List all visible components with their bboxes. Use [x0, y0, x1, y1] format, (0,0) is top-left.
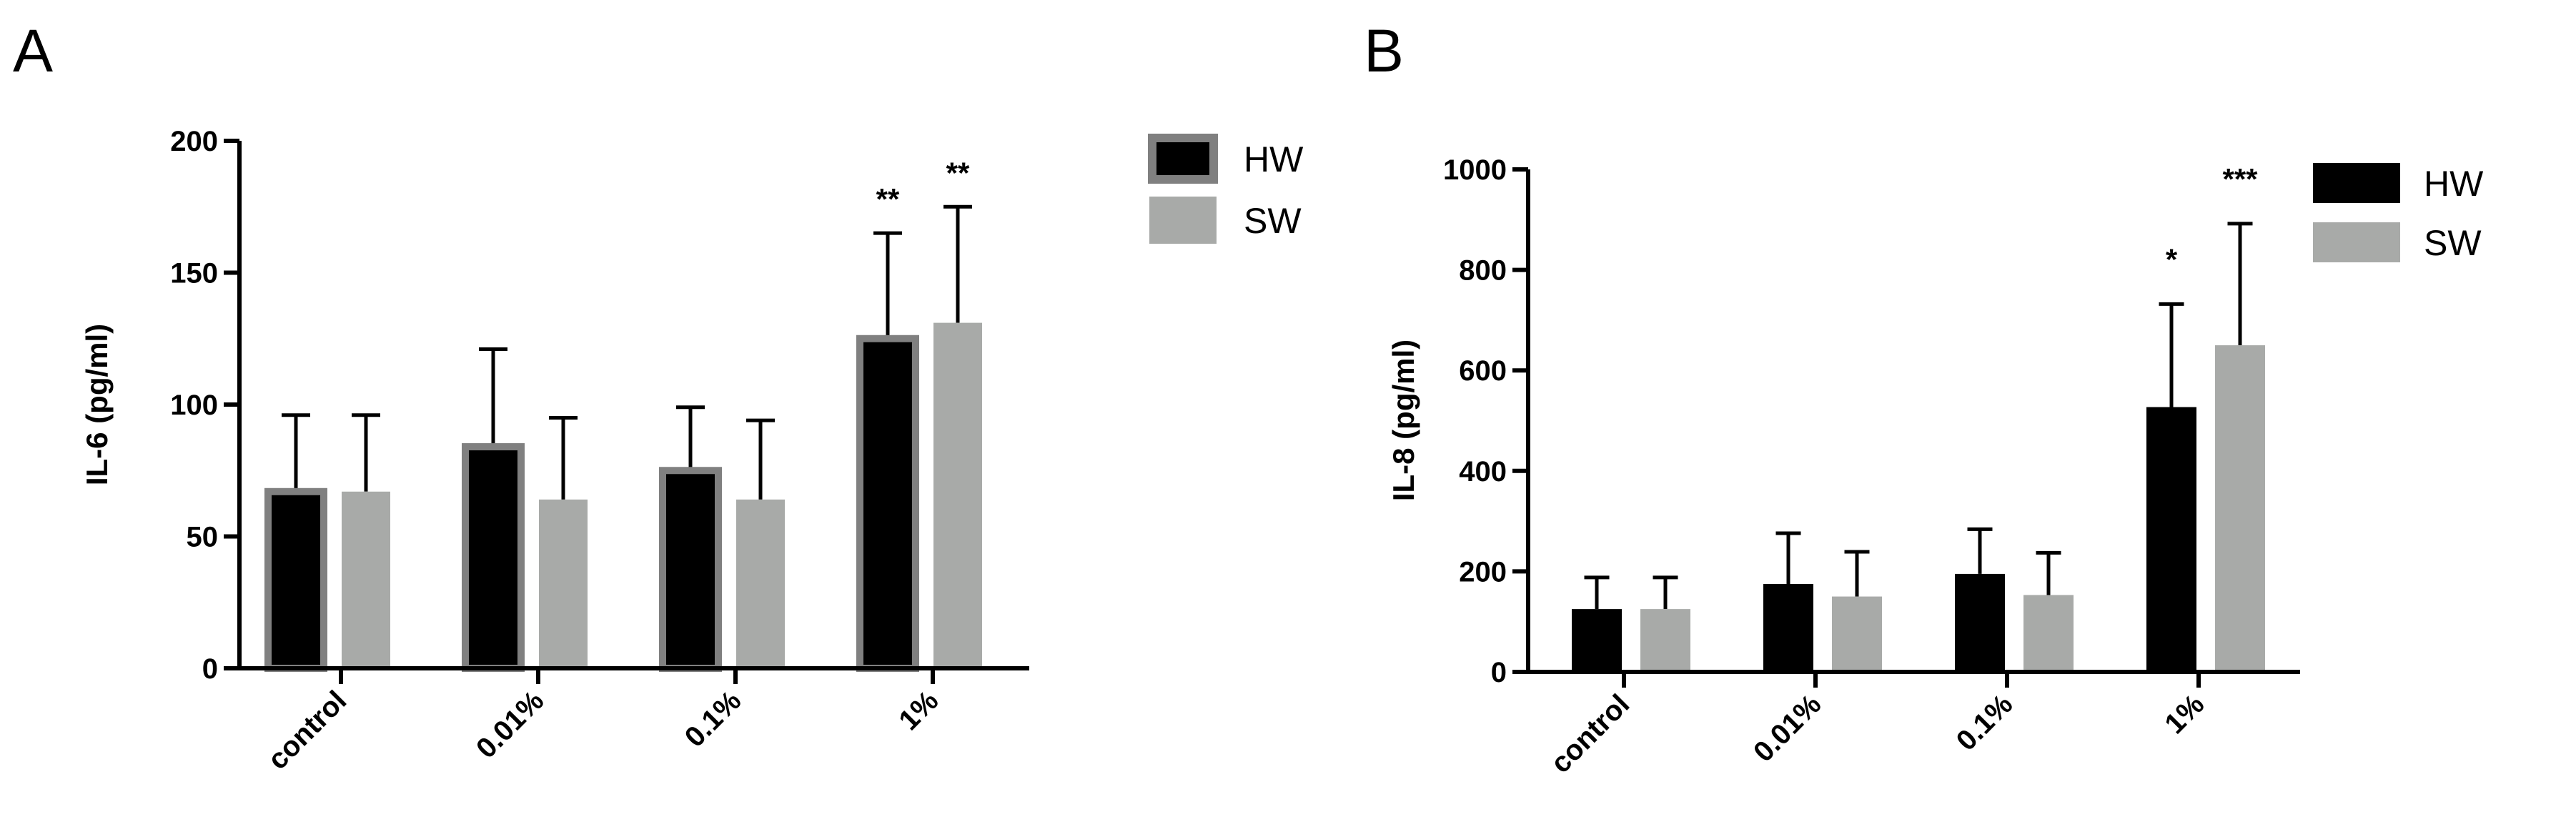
- bar-sw: [1832, 596, 1882, 672]
- legend-swatch: [1149, 197, 1217, 244]
- legend-item-sw: SW: [1149, 197, 1302, 244]
- significance-marker: **: [946, 156, 970, 189]
- legend-swatch: [2313, 222, 2400, 262]
- x-tick-label: 1%: [893, 685, 944, 736]
- y-tick-label: 200: [1459, 556, 1507, 588]
- bar-sw: [2023, 595, 2074, 672]
- legend-label: HW: [1244, 139, 1304, 179]
- y-tick-label: 400: [1459, 456, 1507, 487]
- legend-swatch: [2313, 163, 2400, 203]
- bar-hw: [1955, 573, 2005, 672]
- bar-sw: [342, 491, 390, 668]
- y-tick-label: 0: [202, 653, 218, 685]
- x-tick-label: 0.01%: [1748, 688, 1827, 768]
- y-tick-label: 600: [1459, 355, 1507, 387]
- significance-marker: **: [876, 182, 900, 216]
- legend: HW SW: [2313, 163, 2484, 263]
- y-tick-label: 200: [170, 126, 218, 157]
- legend-item-hw: HW: [2313, 163, 2484, 204]
- y-tick-label: 0: [1491, 657, 1507, 688]
- y-tick-label: 800: [1459, 255, 1507, 287]
- panel-letter: B: [1364, 17, 1404, 84]
- significance-marker: ***: [2222, 162, 2258, 196]
- bar-sw: [2215, 345, 2265, 672]
- bar-hw: [272, 491, 320, 668]
- x-tick-label: control: [1545, 688, 1635, 779]
- bar-sw: [539, 499, 588, 668]
- bar-hw: [1763, 583, 1813, 672]
- bar-sw: [736, 499, 785, 668]
- y-tick-label: 150: [170, 258, 218, 289]
- significance-marker: *: [2166, 242, 2178, 276]
- x-tick-label: 0.01%: [470, 685, 550, 764]
- panel-letter: A: [13, 17, 53, 84]
- panel-a: A IL-6 (pg/ml) 0 50 100 150 200 control 0.01% 0.1…: [13, 17, 1304, 776]
- legend: HW SW: [1148, 134, 1304, 244]
- legend-item-hw: HW: [1148, 134, 1304, 184]
- y-tick-label: 50: [187, 522, 219, 553]
- legend-swatch: [1148, 134, 1218, 184]
- legend-label: HW: [2424, 164, 2484, 204]
- bar-hw: [666, 470, 715, 668]
- legend-label: SW: [2424, 223, 2482, 263]
- x-tick-label: 0.1%: [679, 685, 748, 753]
- y-axis-title: IL-6 (pg/ml): [80, 324, 114, 485]
- bar-hw: [863, 338, 912, 668]
- bar-hw: [2146, 407, 2196, 672]
- y-axis-title: IL-8 (pg/ml): [1387, 340, 1420, 501]
- bar-hw: [469, 447, 517, 668]
- bar-hw: [1572, 609, 1622, 672]
- legend-label: SW: [1244, 201, 1302, 241]
- x-tick-label: 0.1%: [1951, 688, 2019, 757]
- legend-item-sw: SW: [2313, 222, 2482, 263]
- x-tick-label: control: [262, 685, 352, 776]
- x-tick-label: 1%: [2159, 688, 2210, 740]
- y-tick-label: 100: [170, 390, 218, 421]
- bar-sw: [933, 322, 982, 668]
- y-tick-label: 1000: [1443, 154, 1507, 186]
- panel-b: B IL-8 (pg/ml) 0 200 400 600 800 1000 control 0.0…: [1364, 17, 2484, 779]
- bar-sw: [1640, 609, 1690, 672]
